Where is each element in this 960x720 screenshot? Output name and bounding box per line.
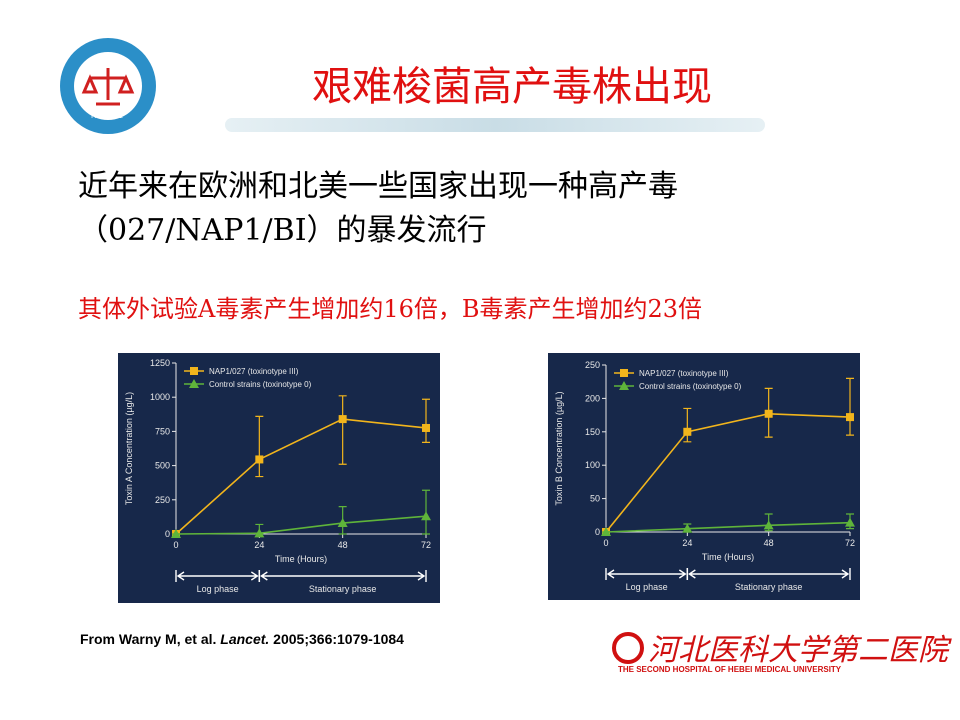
marker: [682, 523, 693, 533]
phase-label: Stationary phase: [735, 582, 803, 592]
marker: [190, 367, 198, 375]
chart: 0 50 100 150 200 250 0 24 48 72 Time (Hours) Toxin …: [548, 353, 860, 600]
body-line: 近年来在欧洲和北美一些国家出现一种高产毒: [78, 169, 678, 204]
phase-label: Stationary phase: [309, 584, 377, 594]
y-tick-label: 1250: [150, 358, 170, 368]
legend-label: NAP1/027 (toxinotype III): [639, 369, 729, 378]
highlight: 其体外试验A毒素产生增加约16倍，B毒素产生增加约23倍: [78, 295, 702, 323]
slide-title: 艰难梭菌高产毒株出现: [312, 64, 712, 110]
citation-text: From Warny M, et al.: [80, 631, 220, 647]
x-tick-label: 48: [338, 540, 348, 550]
hospital-emblem: [612, 632, 644, 664]
y-tick-label: 0: [165, 529, 170, 539]
x-tick-label: 24: [254, 540, 264, 550]
marker: [337, 518, 348, 528]
y-tick-label: 750: [155, 426, 170, 436]
y-tick-label: 0: [595, 527, 600, 537]
series-line: [175, 515, 427, 535]
x-tick-label: 72: [845, 538, 855, 548]
y-tick-label: 150: [585, 427, 600, 437]
hospital-name: 河北医科大学第二医院: [648, 633, 952, 668]
marker: [683, 427, 692, 436]
marker: [421, 511, 431, 521]
citation-text: 2005;366:1079-1084: [269, 631, 404, 647]
x-axis-label: Time (Hours): [702, 552, 754, 562]
y-tick-label: 200: [585, 393, 600, 403]
x-tick-label: 24: [682, 538, 692, 548]
series-line: [605, 412, 851, 533]
marker: [619, 381, 629, 390]
x-axis-label: Time (Hours): [275, 554, 327, 564]
y-axis-label: Toxin A Concentration (µg/L): [124, 392, 134, 505]
marker: [254, 528, 265, 538]
logo: HBCCL: [60, 38, 156, 134]
error-bar: [338, 395, 347, 465]
chart-background: [118, 353, 440, 603]
marker: [189, 379, 199, 388]
series-line: [175, 418, 427, 535]
body-line: （027/NAP1/BI）的暴发流行: [78, 213, 487, 248]
marker: [422, 423, 430, 432]
legend-label: Control strains (toxinotype 0): [639, 382, 742, 391]
y-tick-label: 250: [585, 360, 600, 370]
x-tick-label: 0: [603, 538, 608, 548]
marker: [601, 527, 611, 536]
marker: [846, 413, 854, 422]
error-bar: [422, 398, 430, 443]
logo-initials: HBCCL: [91, 113, 125, 120]
error-bar: [255, 415, 264, 478]
phase-arrow: [686, 568, 851, 580]
x-tick-label: 72: [421, 540, 431, 550]
y-tick-label: 500: [155, 461, 170, 471]
y-tick-label: 1000: [150, 392, 170, 402]
marker: [255, 455, 264, 464]
title-underline: [225, 118, 765, 132]
marker: [338, 415, 347, 424]
chart-background: [548, 353, 860, 600]
error-bar: [846, 377, 854, 436]
error-bar: [683, 407, 692, 443]
chart: 0 250 500 750 1000 1250 0 24 48 72 Time (Hours) Tox…: [118, 353, 440, 603]
marker: [763, 520, 774, 530]
marker: [171, 529, 181, 538]
y-tick-label: 250: [155, 495, 170, 505]
citation: From Warny M, et al. Lancet. 2005;366:10…: [80, 631, 404, 647]
y-tick-label: 100: [585, 460, 600, 470]
legend-label: Control strains (toxinotype 0): [209, 380, 312, 389]
marker: [620, 369, 628, 377]
marker: [845, 517, 855, 527]
logo-scales: [81, 68, 135, 106]
phase-arrow: [175, 570, 261, 582]
y-axis-label: Toxin B Concentration (µg/L): [554, 391, 564, 505]
x-tick-label: 48: [764, 538, 774, 548]
x-tick-label: 0: [173, 540, 178, 550]
hospital-logo: 河北医科大学第二医院 THE SECOND HOSPITAL OF HEBEI …: [612, 632, 952, 674]
phase-label: Log phase: [626, 582, 668, 592]
phase-label: Log phase: [197, 584, 239, 594]
phase-arrow: [258, 570, 427, 582]
legend-label: NAP1/027 (toxinotype III): [209, 367, 299, 376]
hospital-english: THE SECOND HOSPITAL OF HEBEI MEDICAL UNI…: [618, 665, 842, 674]
marker: [764, 409, 773, 418]
citation-journal: Lancet.: [220, 631, 269, 647]
y-tick-label: 50: [590, 494, 600, 504]
series-line: [605, 521, 851, 533]
phase-arrow: [605, 568, 689, 580]
